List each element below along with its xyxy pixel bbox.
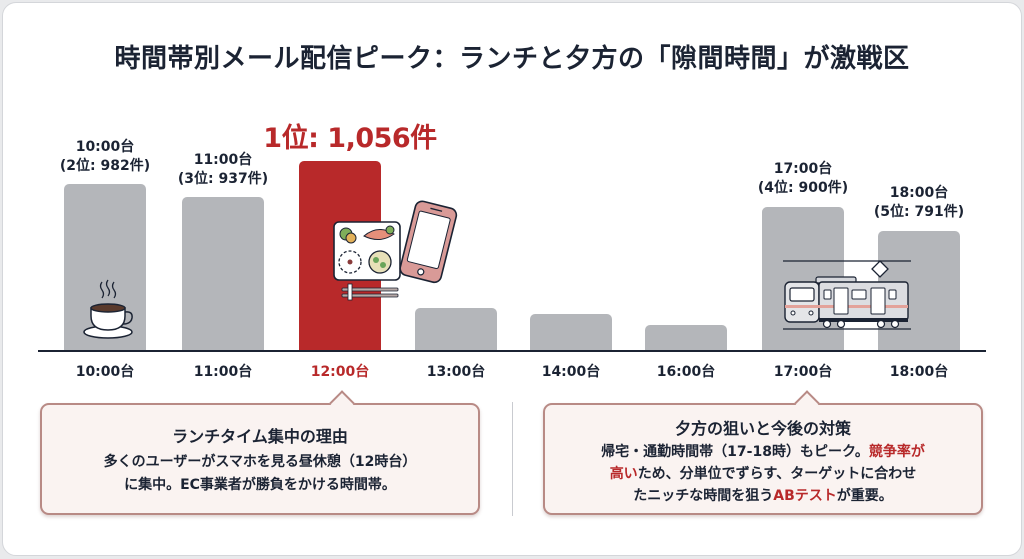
bar-16 (645, 325, 727, 350)
coffee-cup-icon (83, 279, 133, 339)
annotation-time: 11:00台 (193, 152, 253, 168)
x-axis-baseline (38, 350, 986, 352)
evening-strategy-callout: 夕方の狙いと今後の対策 帰宅・通勤時間帯（17-18時）もピーク。競争率が 高い… (543, 390, 983, 515)
callout-heading: ランチタイム集中の理由 (172, 427, 348, 446)
annotation-rank: (4位: 900件) (757, 180, 849, 196)
bar-annotation-11: 11:00台 (3位: 937件) (158, 151, 288, 189)
annotation-rank: (3位: 937件) (177, 171, 269, 187)
x-label-13: 13:00台 (426, 364, 486, 380)
callout-line: に集中。EC事業者が勝負をかける時間帯。 (124, 477, 396, 493)
x-label-14: 14:00台 (541, 364, 601, 380)
annotation-rank: (5位: 791件) (873, 204, 965, 220)
bar-annotation-17: 17:00台 (4位: 900件) (738, 160, 868, 198)
callout-highlight: ABテスト (773, 488, 837, 504)
callout-line: 多くのユーザーがスマホを見る昼休憩（12時台） (103, 454, 417, 470)
callout-text: 帰宅・通勤時間帯（17-18時）もピーク。 (601, 444, 869, 460)
annotation-rank: (2位: 982件) (59, 158, 151, 174)
callout-divider (512, 402, 513, 516)
x-label-12: 12:00台 (310, 364, 370, 380)
bar-11 (182, 197, 264, 350)
bar-annotation-10: 10:00台 (2位: 982件) (40, 138, 170, 176)
callout-body: 帰宅・通勤時間帯（17-18時）もピーク。競争率が 高いため、分単位でずらす、タ… (563, 441, 963, 507)
callout-highlight: 高い (609, 466, 638, 482)
bar-13 (415, 308, 497, 350)
callout-text: ため、分単位でずらす、ターゲットに合わせ (637, 466, 917, 482)
chart-title: 時間帯別メール配信ピーク：ランチと夕方の「隙間時間」が激戦区 (114, 44, 910, 74)
lunch-reason-callout: ランチタイム集中の理由 多くのユーザーがスマホを見る昼休憩（12時台） に集中。… (40, 390, 480, 515)
callout-body: 多くのユーザーがスマホを見る昼休憩（12時台） に集中。EC事業者が勝負をかける… (60, 451, 460, 497)
annotation-time: 17:00台 (773, 161, 833, 177)
callout-text: たニッチな時間を狙う (633, 488, 774, 504)
x-label-18: 18:00台 (889, 364, 949, 380)
train-icon (783, 260, 911, 330)
annotation-time: 10:00台 (75, 139, 135, 155)
bar-annotation-18: 18:00台 (5位: 791件) (854, 184, 984, 222)
callout-highlight: 競争率が (868, 444, 925, 460)
x-label-10: 10:00台 (75, 364, 135, 380)
callout-text: が重要。 (836, 488, 893, 504)
x-label-16: 16:00台 (656, 364, 716, 380)
peak-annotation: 1位: 1,056件 (263, 123, 437, 154)
smartphone-icon (399, 200, 458, 284)
x-label-17: 17:00台 (773, 364, 833, 380)
bento-box-icon (333, 221, 401, 301)
callout-heading: 夕方の狙いと今後の対策 (674, 419, 851, 438)
bar-14 (530, 314, 612, 350)
annotation-time: 18:00台 (889, 185, 949, 201)
x-label-11: 11:00台 (193, 364, 253, 380)
